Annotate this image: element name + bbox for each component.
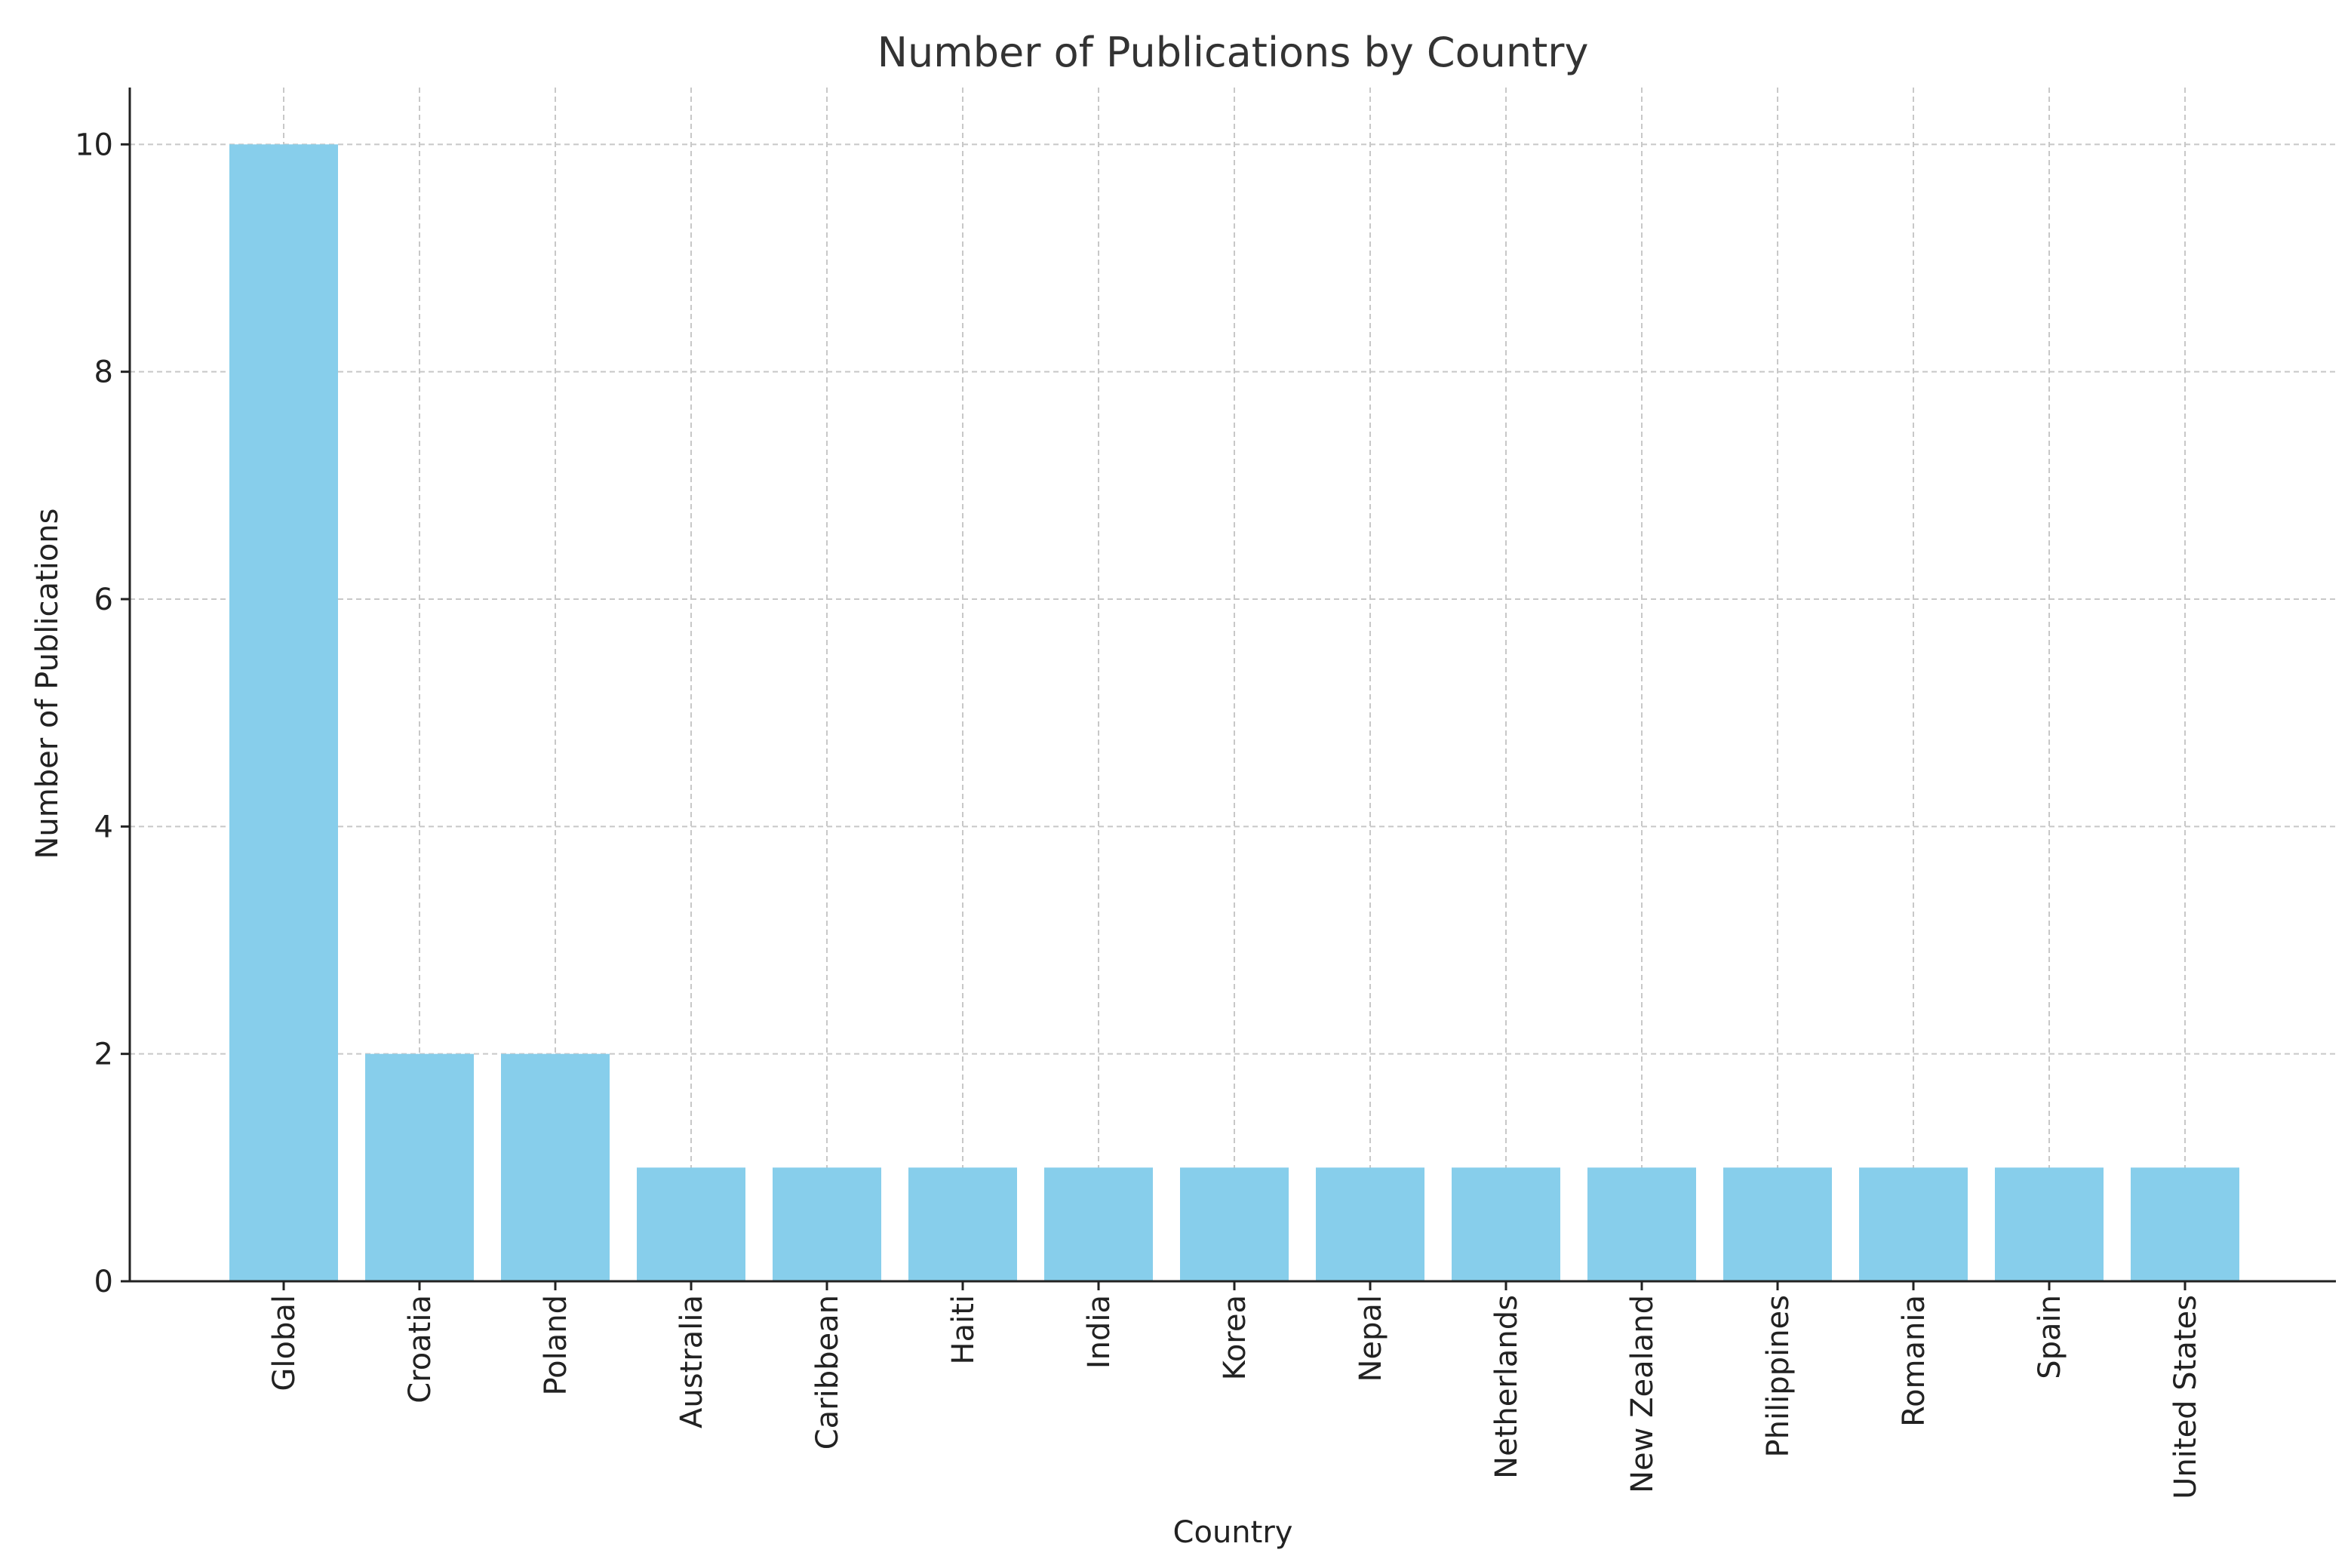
bar (1587, 1167, 1696, 1281)
bar (1452, 1167, 1560, 1281)
y-tick-label: 0 (94, 1265, 113, 1299)
bar (1044, 1167, 1153, 1281)
y-tick-label: 10 (75, 128, 113, 162)
bar (2131, 1167, 2239, 1281)
bar (501, 1053, 610, 1281)
x-tick-label: Netherlands (1489, 1295, 1524, 1479)
chart-title: Number of Publications by Country (877, 29, 1589, 76)
bar (1723, 1167, 1832, 1281)
x-ticks: Global Croatia Poland Australia Caribbean Hai… (267, 1281, 2203, 1499)
x-tick-label: Haiti (946, 1295, 981, 1365)
bar (1995, 1167, 2104, 1281)
y-tick-label: 4 (94, 810, 113, 844)
bar (908, 1167, 1017, 1281)
bar (637, 1167, 745, 1281)
x-tick-label: Global (267, 1295, 302, 1391)
bar (773, 1167, 881, 1281)
bar (1859, 1167, 1968, 1281)
axes (128, 88, 2336, 1283)
bar (1316, 1167, 1424, 1281)
y-axis-label: Number of Publications (30, 508, 65, 859)
x-axis-label: Country (1173, 1515, 1293, 1550)
bar (1180, 1167, 1289, 1281)
bars (229, 144, 2239, 1281)
y-tick-label: 2 (94, 1038, 113, 1072)
x-tick-label: India (1082, 1295, 1117, 1369)
x-tick-label: Romania (1897, 1295, 1932, 1427)
x-tick-label: United States (2168, 1295, 2203, 1499)
y-tick-label: 6 (94, 583, 113, 617)
y-ticks: 0 2 4 6 8 10 (75, 128, 130, 1299)
x-tick-label: Philippines (1761, 1295, 1796, 1458)
bar (229, 144, 338, 1281)
x-tick-label: Spain (2033, 1295, 2067, 1379)
x-tick-label: New Zealand (1625, 1295, 1660, 1493)
grid (130, 88, 2336, 1281)
x-tick-label: Caribbean (810, 1295, 845, 1450)
x-tick-label: Croatia (403, 1295, 438, 1404)
x-tick-label: Nepal (1354, 1295, 1388, 1382)
bar (365, 1053, 474, 1281)
y-tick-label: 8 (94, 355, 113, 390)
x-tick-label: Australia (675, 1295, 709, 1428)
x-tick-label: Poland (539, 1295, 573, 1396)
x-tick-label: Korea (1218, 1295, 1252, 1380)
